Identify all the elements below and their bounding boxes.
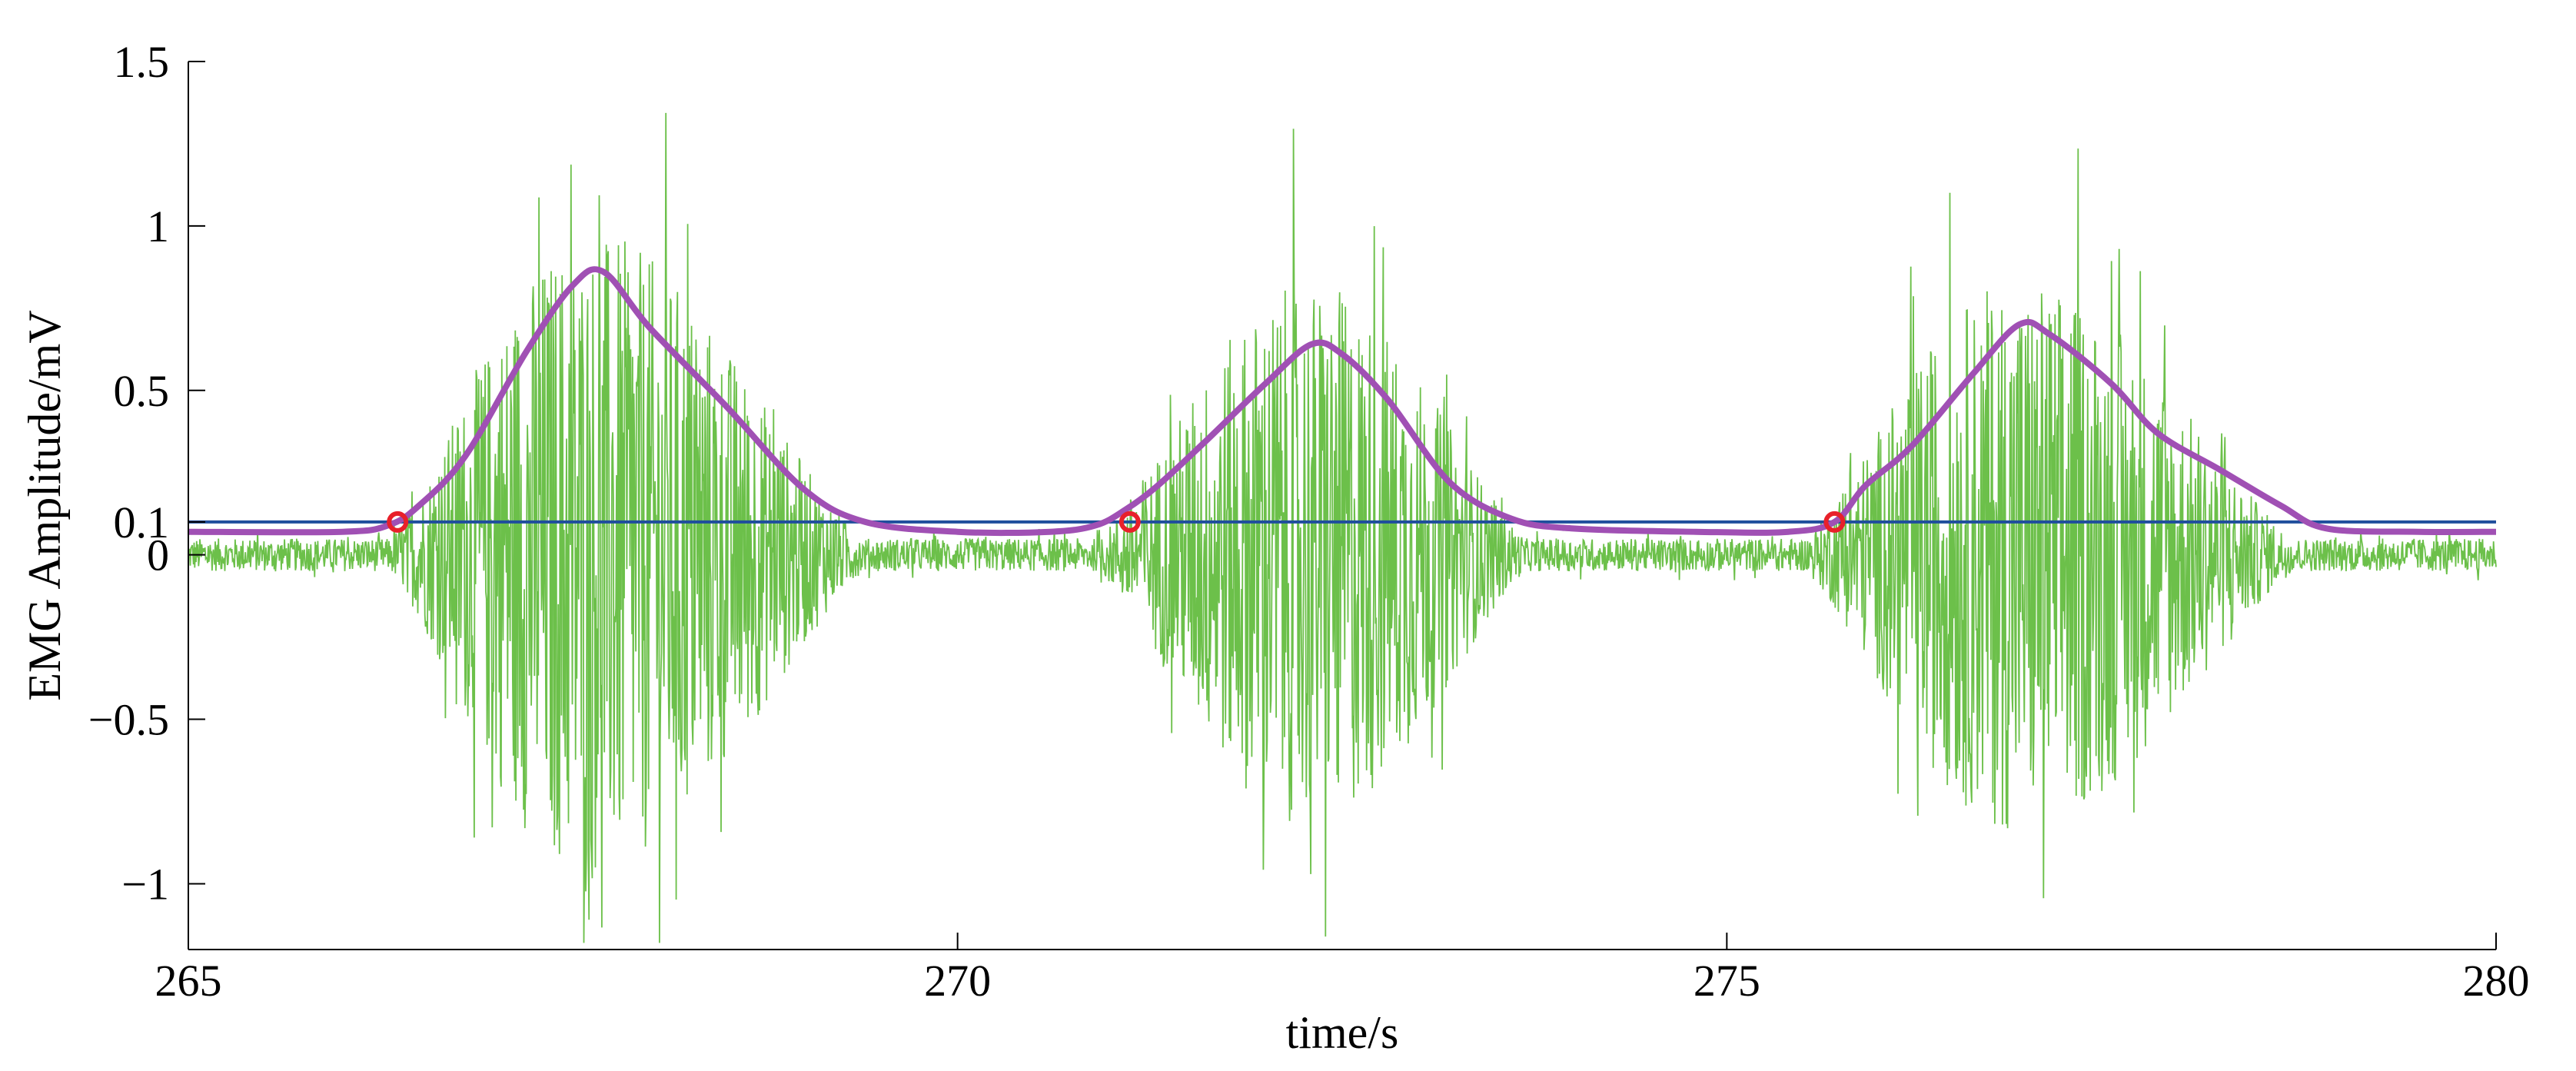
onset-marker	[1823, 511, 1846, 533]
onset-marker	[1118, 511, 1141, 533]
y-tick-label: 0	[147, 531, 169, 580]
x-tick-label: 270	[924, 956, 991, 1006]
y-tick-label: 0.5	[114, 366, 170, 416]
y-tick-label: −1	[121, 859, 169, 909]
ticks: 265 270 275 280 1.5 1 0.5 0.10 −0.5 −1	[88, 37, 2530, 1006]
x-axis-title: time/s	[1286, 1007, 1399, 1058]
x-tick-label: 275	[1694, 956, 1760, 1006]
onset-marker	[387, 511, 409, 533]
y-tick-label: −0.5	[88, 695, 169, 745]
x-tick-label: 265	[155, 956, 222, 1006]
y-axis-title: EMG Amplitude/mV	[19, 310, 70, 700]
y-tick-label: 0.1	[114, 497, 170, 547]
envelope-trace	[188, 266, 2497, 537]
raw-emg-signal	[188, 112, 2497, 943]
raw-emg-trace	[188, 112, 2497, 943]
x-tick-label: 280	[2463, 956, 2530, 1006]
onset-markers	[387, 511, 1846, 533]
y-tick-label: 1	[147, 201, 169, 251]
y-tick-label: 1.5	[114, 37, 170, 87]
envelope-line	[188, 266, 2497, 537]
axes	[188, 62, 2496, 950]
